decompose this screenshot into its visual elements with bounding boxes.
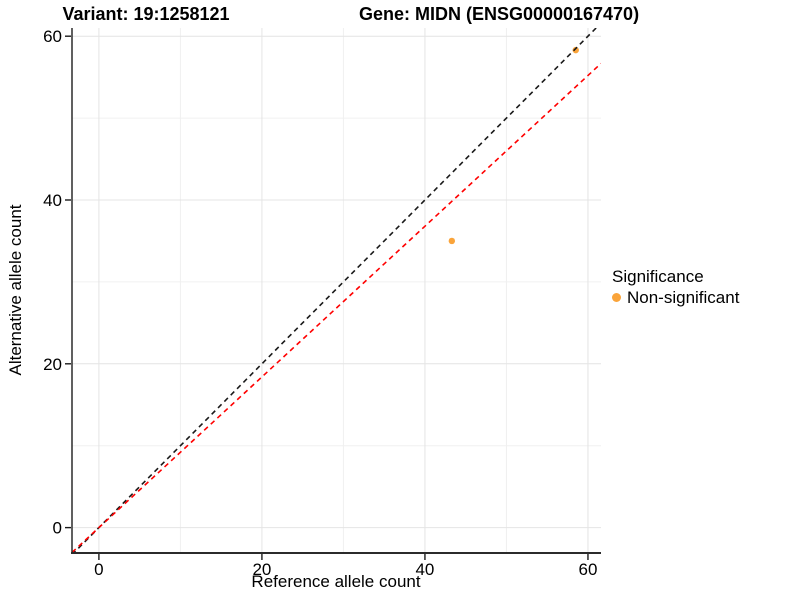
legend-key-dot-icon bbox=[612, 293, 621, 302]
legend: Significance Non-significant bbox=[612, 266, 739, 308]
fitted-line bbox=[72, 62, 601, 553]
legend-item-label: Non-significant bbox=[627, 288, 740, 307]
major-gridlines bbox=[72, 28, 601, 553]
x-tick-label: 20 bbox=[252, 560, 271, 579]
data-point bbox=[572, 46, 579, 54]
axis-tick-labels: 0 20 40 60 0 20 40 60 bbox=[43, 27, 597, 579]
data-point bbox=[448, 237, 456, 245]
y-tick-label: 20 bbox=[43, 355, 62, 374]
y-tick-label: 0 bbox=[53, 519, 62, 538]
axis-ticks bbox=[65, 35, 589, 560]
legend-title: Significance bbox=[612, 267, 704, 286]
gene-title: Gene: MIDN (ENSG00000167470) bbox=[358, 4, 640, 24]
x-tick-label: 40 bbox=[415, 560, 434, 579]
x-tick-label: 60 bbox=[578, 560, 597, 579]
y-tick-label: 60 bbox=[43, 27, 62, 46]
y-axis-title: Alternative allele count bbox=[6, 204, 25, 376]
x-tick-label: 0 bbox=[94, 560, 103, 579]
data-points bbox=[448, 46, 579, 245]
legend-item: Non-significant bbox=[612, 287, 739, 308]
minor-gridlines bbox=[72, 28, 601, 553]
x-axis-title: Reference allele count bbox=[251, 572, 421, 591]
y-tick-label: 40 bbox=[43, 191, 62, 210]
reference-lines bbox=[72, 28, 601, 553]
variant-title: Variant: 19:1258121 bbox=[62, 4, 230, 24]
identity-line bbox=[72, 28, 598, 553]
